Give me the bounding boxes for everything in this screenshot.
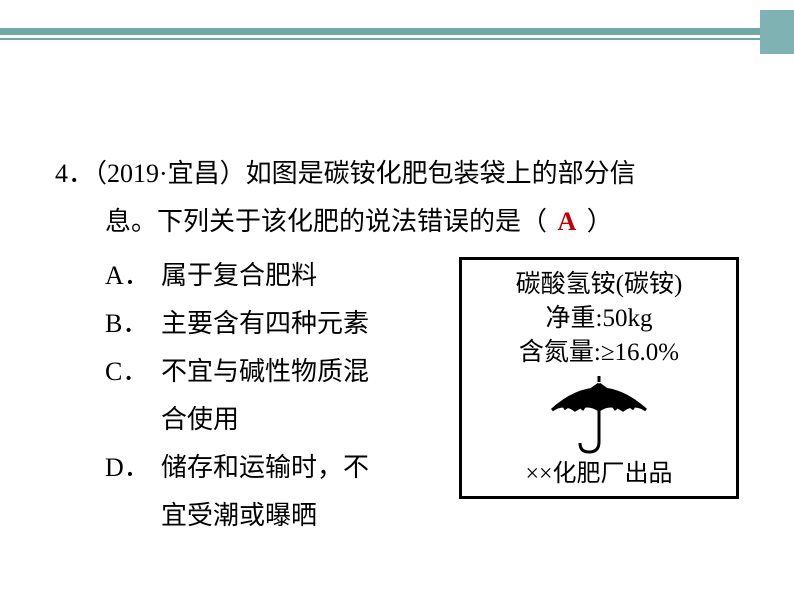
option-d-letter: D． — [105, 444, 161, 492]
label-frame: 碳酸氢铵(碳铵) 净重:50kg 含氮量:≥16.0% — [459, 257, 739, 499]
header-divider — [0, 28, 794, 40]
option-d-line1: D． 储存和运输时，不 — [105, 444, 449, 492]
corner-decoration — [760, 10, 794, 54]
option-c-letter: C． — [105, 348, 161, 396]
label-nitrogen: 含氮量:≥16.0% — [468, 336, 730, 370]
options-column: A． 属于复合肥料 B． 主要含有四种元素 C． 不宜与碱性物质混 合使用 D．… — [55, 252, 449, 540]
label-net-weight: 净重:50kg — [468, 302, 730, 336]
question-block: 4．（2019·宜昌）如图是碳铵化肥包装袋上的部分信 息。下列关于该化肥的说法错… — [55, 150, 739, 540]
option-b: B． 主要含有四种元素 — [105, 300, 449, 348]
stem-text-2a: 息。下列关于该化肥的说法错误的是（ — [105, 207, 547, 236]
option-c-line1: C． 不宜与碱性物质混 — [105, 348, 449, 396]
question-stem-line2: 息。下列关于该化肥的说法错误的是（ A ） — [55, 198, 739, 246]
option-d-text2: 宜受潮或曝晒 — [161, 492, 449, 540]
option-a-text: 属于复合肥料 — [161, 252, 449, 300]
header-thin-line — [0, 38, 794, 40]
umbrella-icon — [468, 376, 730, 454]
option-b-text: 主要含有四种元素 — [161, 300, 449, 348]
option-b-letter: B． — [105, 300, 161, 348]
option-d-text1: 储存和运输时，不 — [161, 444, 449, 492]
option-a-letter: A． — [105, 252, 161, 300]
option-d-line2: 宜受潮或曝晒 — [105, 492, 449, 540]
header-thick-line — [0, 28, 794, 35]
fertilizer-label-figure: 碳酸氢铵(碳铵) 净重:50kg 含氮量:≥16.0% — [459, 257, 739, 540]
option-a: A． 属于复合肥料 — [105, 252, 449, 300]
label-title: 碳酸氢铵(碳铵) — [468, 268, 730, 302]
question-stem-line1: 4．（2019·宜昌）如图是碳铵化肥包装袋上的部分信 — [55, 150, 739, 198]
option-c-text1: 不宜与碱性物质混 — [161, 348, 449, 396]
question-number: 4． — [55, 159, 94, 188]
stem-text-1: （2019·宜昌）如图是碳铵化肥包装袋上的部分信 — [94, 159, 636, 188]
stem-text-2b: ） — [587, 207, 613, 236]
label-footer: ××化肥厂出品 — [468, 458, 730, 490]
options-and-figure: A． 属于复合肥料 B． 主要含有四种元素 C． 不宜与碱性物质混 合使用 D．… — [55, 252, 739, 540]
option-c-text2: 合使用 — [161, 396, 449, 444]
answer-letter: A — [554, 207, 581, 236]
option-c-line2: 合使用 — [105, 396, 449, 444]
